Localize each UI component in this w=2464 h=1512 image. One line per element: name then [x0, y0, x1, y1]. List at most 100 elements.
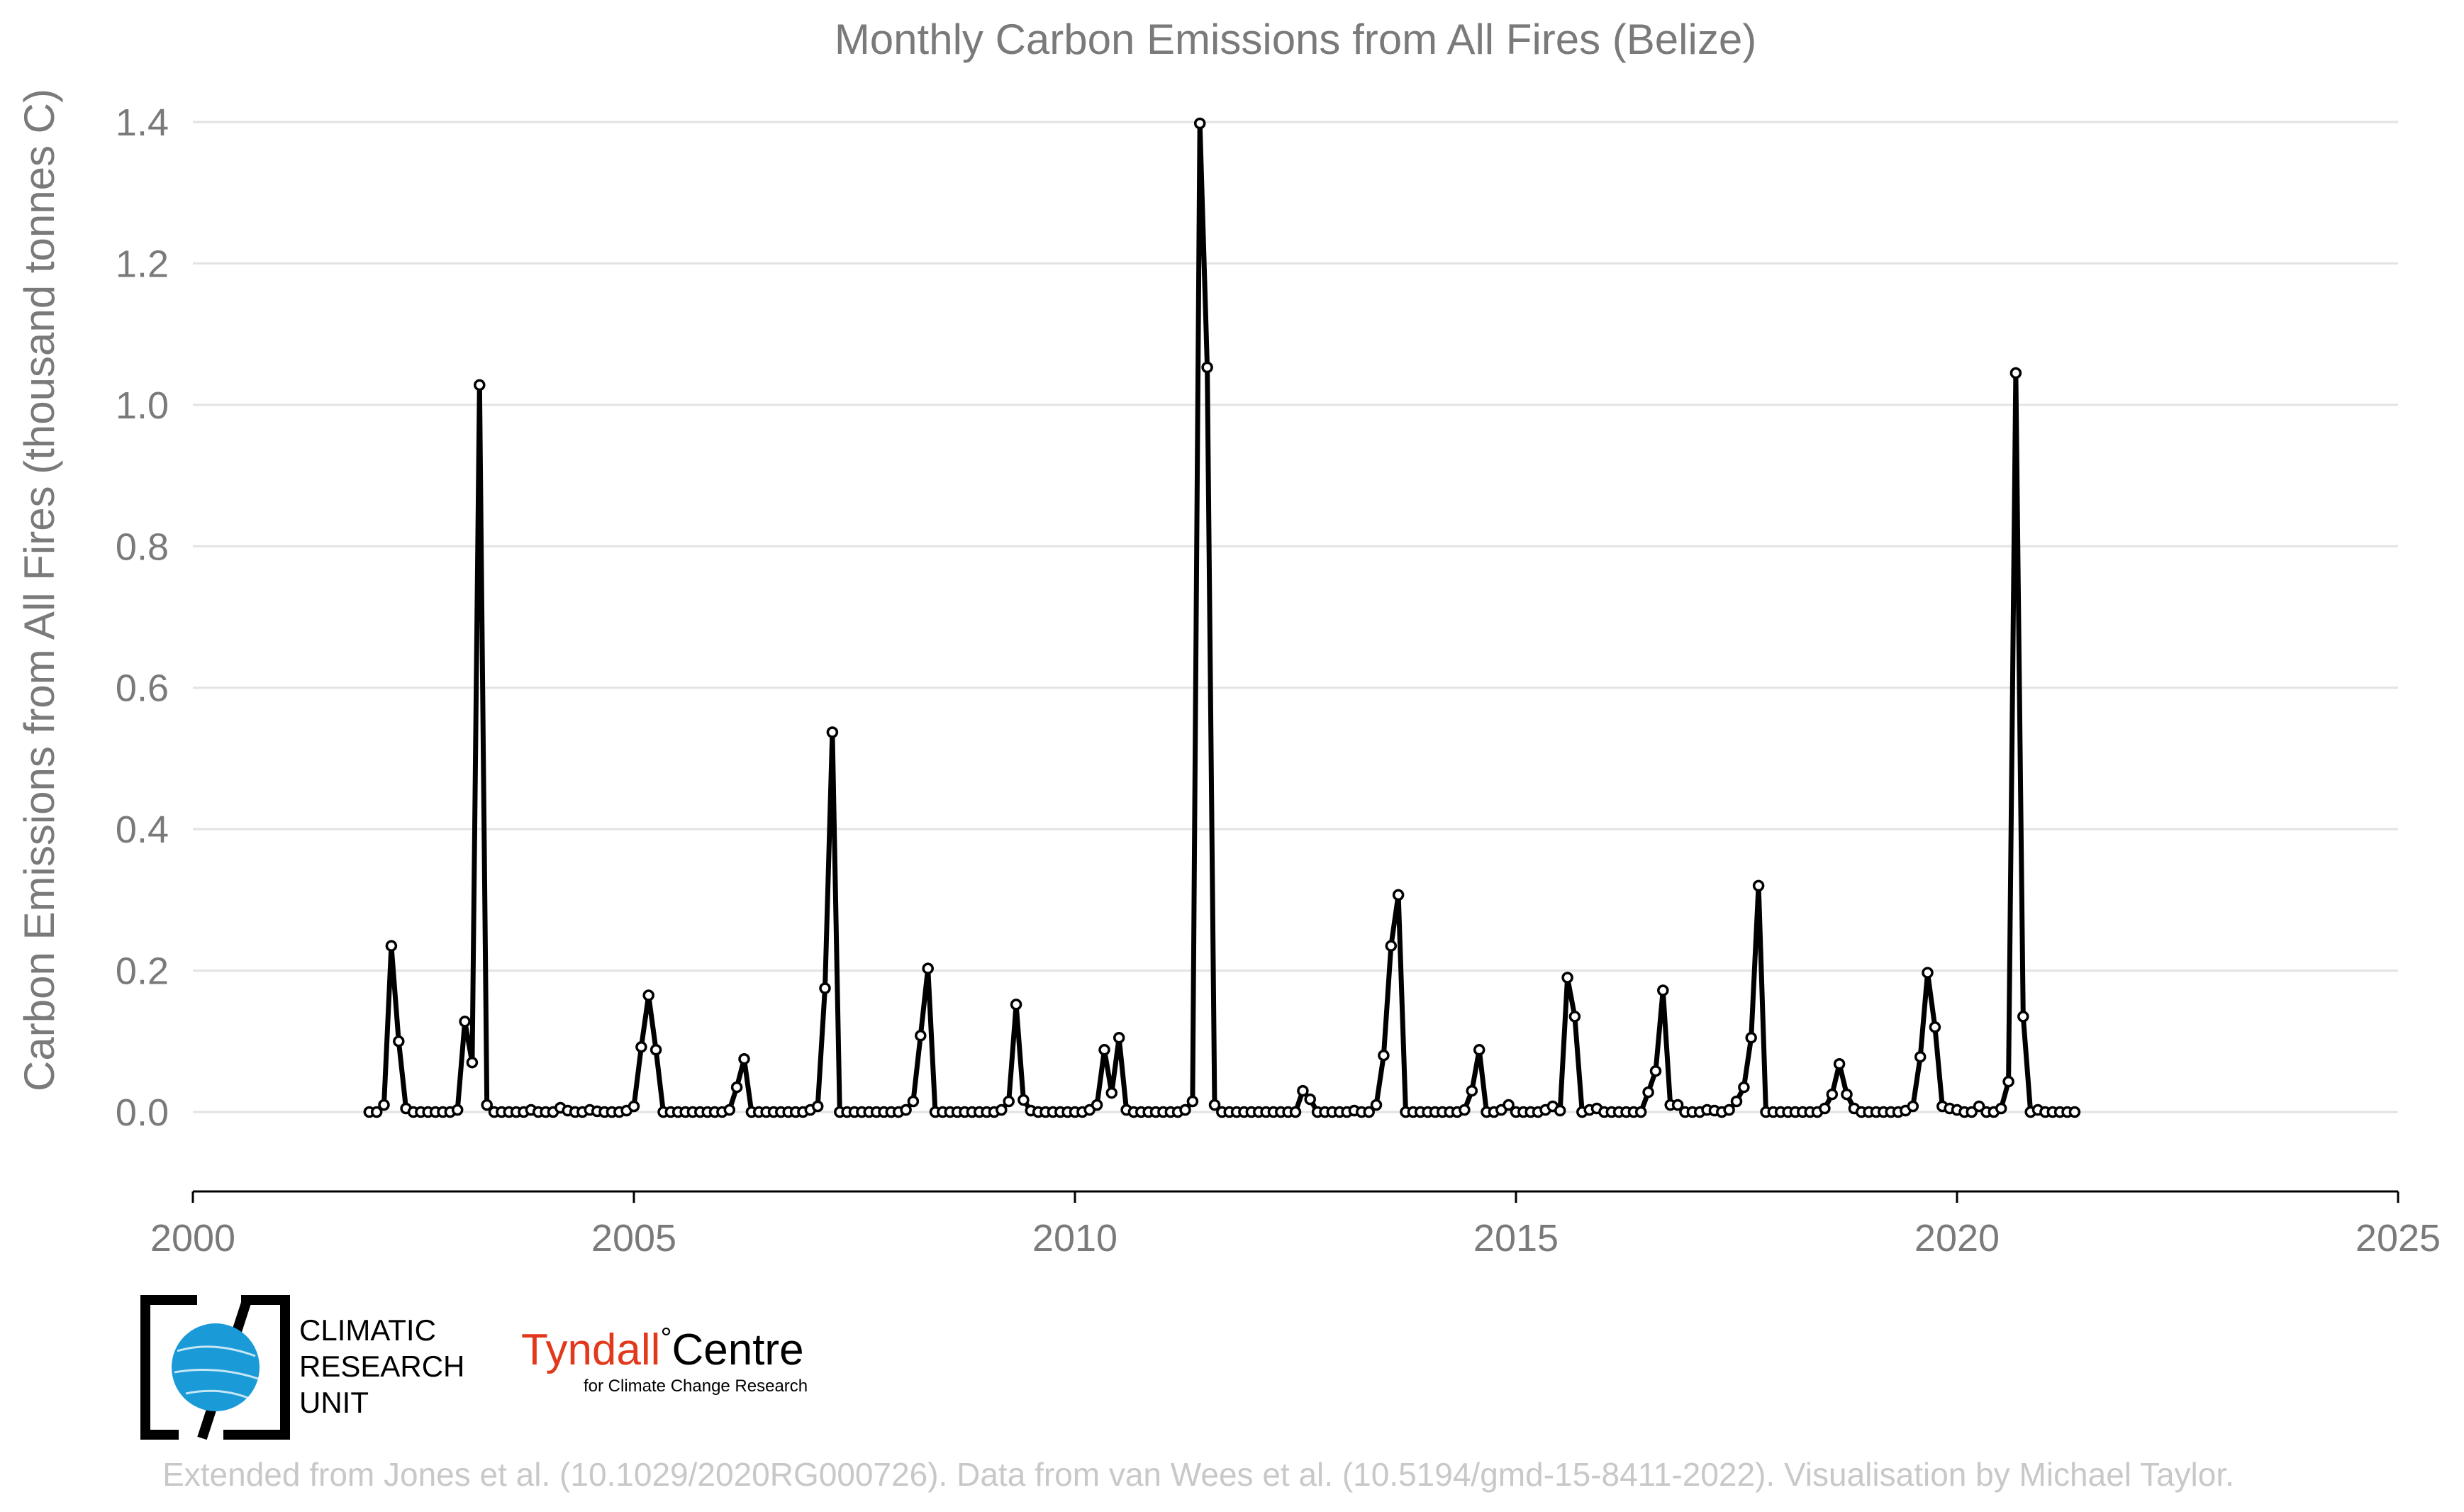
data-point [393, 1035, 405, 1047]
y-tick-label: 1.4 [116, 101, 169, 144]
cru-bracket-left [140, 1295, 197, 1440]
data-point [1826, 1088, 1839, 1101]
data-point [1018, 1094, 1030, 1106]
globe-icon [172, 1323, 260, 1411]
data-point [1922, 967, 1934, 979]
data-point [474, 379, 486, 391]
data-point [1907, 1100, 1919, 1113]
data-point [1091, 1099, 1103, 1111]
data-point [1841, 1088, 1853, 1101]
data-point [1370, 1099, 1383, 1111]
data-point [1010, 999, 1022, 1011]
data-point [1201, 361, 1213, 374]
x-tick-label: 2015 [1473, 1217, 1559, 1260]
x-tick-label: 2020 [1914, 1217, 2000, 1260]
y-axis-label: Carbon Emissions from All Fires (thousan… [16, 89, 63, 1091]
x-tick-label: 2005 [591, 1217, 676, 1260]
data-point [1392, 889, 1405, 901]
y-tick-label: 0.6 [116, 667, 169, 710]
data-point [1671, 1099, 1684, 1111]
data-point [1634, 1106, 1647, 1118]
data-point [1745, 1032, 1757, 1044]
data-point [370, 1106, 383, 1118]
chart-title: Monthly Carbon Emissions from All Fires … [835, 16, 1756, 63]
data-point [1738, 1081, 1750, 1094]
data-point [1297, 1084, 1309, 1097]
data-point [1193, 117, 1206, 130]
data-point [907, 1095, 920, 1108]
data-point [1105, 1086, 1118, 1099]
data-point [1642, 1086, 1654, 1099]
globe-lines [174, 1345, 259, 1400]
data-point [385, 940, 398, 952]
gridlines [193, 121, 2398, 1113]
data-point [1459, 1104, 1471, 1116]
y-tick-label: 1.2 [116, 243, 169, 285]
data-point [819, 982, 831, 994]
series-points [363, 117, 2081, 1118]
data-point [1819, 1102, 1831, 1115]
data-point [642, 989, 654, 1001]
data-point [1568, 1011, 1581, 1023]
tyndall-subtitle: for Climate Change Research [584, 1377, 808, 1396]
data-point [650, 1044, 662, 1056]
data-point [1929, 1021, 1941, 1033]
data-point [1752, 879, 1765, 892]
cru-logo: CLIMATIC RESEARCH UNIT [140, 1294, 464, 1440]
data-point [628, 1100, 640, 1113]
data-point [1098, 1044, 1110, 1056]
y-tick-labels: 0.0 0.2 0.4 0.6 0.8 1.0 1.2 1.4 [116, 101, 169, 1134]
data-point [1186, 1095, 1199, 1108]
data-point [1995, 1102, 2007, 1115]
data-point [1385, 940, 1398, 952]
y-tick-label: 0.0 [116, 1091, 169, 1134]
data-point [459, 1016, 471, 1028]
data-point [1378, 1049, 1390, 1062]
data-point [900, 1104, 912, 1116]
data-point [826, 726, 839, 738]
footer-credits: Extended from Jones et al. (10.1029/2020… [162, 1456, 2234, 1493]
data-point [1730, 1095, 1743, 1108]
data-point [811, 1100, 824, 1113]
data-point [1179, 1104, 1191, 1116]
data-point [723, 1104, 736, 1116]
data-point [738, 1052, 750, 1065]
data-point [2009, 367, 2022, 379]
data-point [2068, 1106, 2081, 1118]
data-point [922, 962, 934, 974]
x-tick-label: 2025 [2356, 1217, 2441, 1260]
x-tick-label: 2010 [1032, 1217, 1117, 1260]
data-point [2017, 1011, 2029, 1023]
data-point [915, 1030, 927, 1042]
y-tick-label: 0.4 [116, 808, 169, 851]
x-tick-label: 2000 [150, 1217, 235, 1260]
y-tick-label: 1.0 [116, 384, 169, 427]
data-point [1966, 1106, 1978, 1118]
data-point [1503, 1099, 1515, 1111]
data-point [730, 1081, 743, 1094]
data-point [1113, 1032, 1125, 1044]
data-point [451, 1104, 464, 1116]
data-point [481, 1099, 493, 1111]
cru-bracket-right [223, 1295, 290, 1440]
data-point [378, 1099, 390, 1111]
data-point [466, 1056, 479, 1069]
data-point [1363, 1106, 1375, 1118]
data-point [1003, 1095, 1015, 1108]
tyndall-wordmark: Tyndall°Centre [521, 1323, 804, 1374]
cru-line-1: CLIMATIC [299, 1313, 436, 1347]
data-point [1208, 1099, 1221, 1111]
y-tick-label: 0.8 [116, 526, 169, 568]
data-point [1833, 1057, 1846, 1070]
data-point [1649, 1064, 1662, 1077]
data-point [1973, 1100, 1985, 1113]
data-point [2002, 1075, 2014, 1088]
data-point [996, 1104, 1008, 1116]
data-point [1466, 1084, 1478, 1097]
data-point [1554, 1104, 1566, 1117]
data-point [1723, 1104, 1735, 1116]
series-line [369, 121, 2075, 1115]
data-point [1304, 1093, 1316, 1106]
x-ticks: 2000 2005 2010 2015 2020 2025 [150, 1191, 2441, 1260]
